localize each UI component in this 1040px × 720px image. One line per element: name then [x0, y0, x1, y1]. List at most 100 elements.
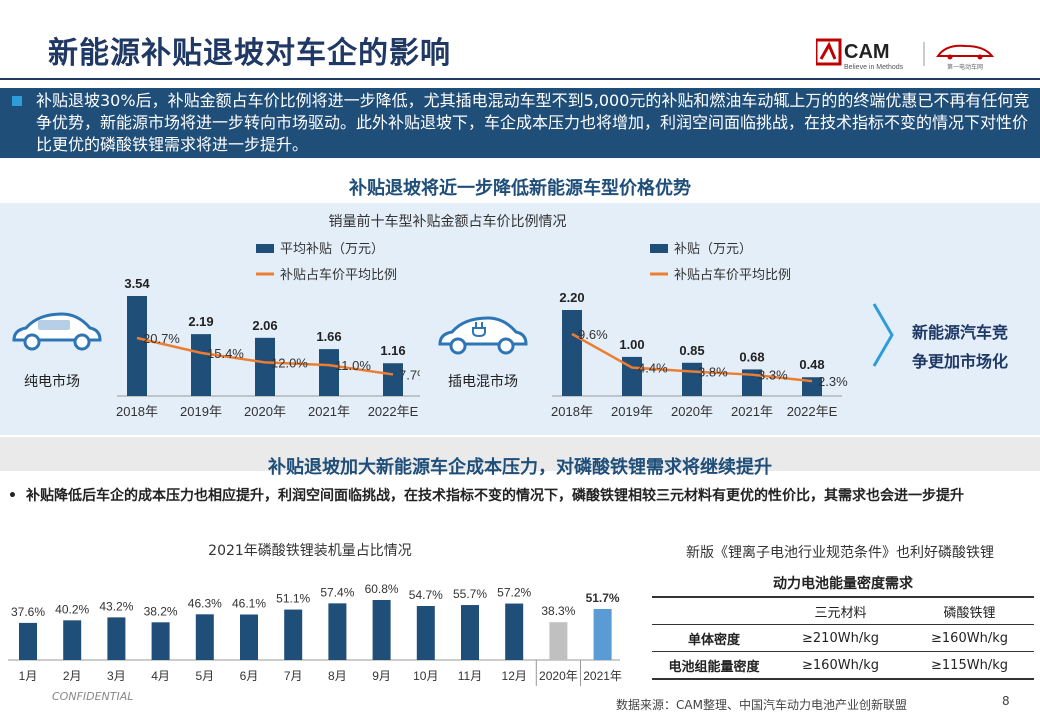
page-title: 新能源补贴退坡对车企的影响 [48, 36, 451, 71]
line-value-label: 15.4% [207, 346, 244, 361]
bar [383, 363, 403, 396]
logo-brand: 第一电动车网 [947, 63, 983, 71]
bar-value-label: 0.48 [799, 357, 824, 372]
title-divider [0, 78, 1040, 80]
bar-value-label: 2.06 [252, 318, 277, 333]
bar-value-label: 38.2% [144, 604, 178, 618]
page-number: 8 [1002, 694, 1010, 708]
bar [107, 617, 126, 660]
bev-market-label: 纯电市场 [24, 374, 80, 390]
spec-table: 动力电池能量密度需求 三元材料 磷酸铁锂 单体密度 ≥210Wh/kg ≥160… [652, 570, 1034, 680]
bar-value-label: 3.54 [124, 276, 150, 291]
bar-value-label: 46.3% [188, 596, 222, 610]
x-tick-label: 2022年E [787, 404, 838, 419]
bar-value-label: 43.2% [99, 599, 133, 613]
intro-text: 补贴退坡30%后，补贴金额占车价比例将进一步降低，尤其插电混动车型不到5,000… [36, 91, 1030, 154]
phev-subsidy-chart: 补贴（万元） 补贴占车价平均比例 2.20 2018年 1.00 2019年 0.85 202… [551, 241, 848, 419]
bar-value-label: 1.66 [316, 329, 341, 344]
market-note: 新能源汽车竞 争更加市场化 [912, 318, 1037, 376]
bar [240, 614, 258, 660]
bar [328, 603, 347, 660]
line-value-label: 11.0% [335, 358, 371, 373]
bar [255, 337, 275, 396]
legend-swatch-bar [256, 244, 274, 253]
bar-value-label: 51.7% [586, 591, 620, 605]
bar-value-label: 2.19 [188, 314, 213, 329]
x-tick-label: 5月 [195, 669, 214, 683]
spec-cell: ≥160Wh/kg [802, 657, 879, 673]
section1-title: 补贴退坡将近一步降低新能源车型价格优势 [349, 178, 691, 199]
phev-market-label: 插电混市场 [448, 374, 518, 390]
bar-value-label: 60.8% [365, 582, 399, 596]
bar [562, 310, 582, 396]
legend-label: 补贴占车价平均比例 [674, 267, 791, 282]
spec-col-header: 磷酸铁锂 [943, 605, 996, 621]
bar [416, 606, 435, 660]
bar-value-label: 2.20 [559, 290, 584, 305]
x-tick-label: 2018年 [551, 404, 593, 419]
x-tick-label: 2019年 [611, 404, 653, 419]
electric-car-icon [12, 312, 102, 351]
bar [505, 603, 524, 660]
x-tick-label: 3月 [107, 669, 126, 683]
table-row: 单体密度 ≥210Wh/kg ≥160Wh/kg [652, 625, 1034, 652]
section2-bullet-text: 补贴降低后车企的成本压力也相应提升，利润空间面临挑战，在技术指标不变的情况下，磷… [26, 488, 964, 504]
bar [191, 334, 211, 396]
x-tick-label: 2020年 [539, 669, 578, 683]
section2-title-band [0, 437, 1040, 471]
market-note-line1: 新能源汽车竞 [912, 323, 1009, 342]
x-tick-label: 7月 [284, 669, 303, 683]
x-tick-label: 2021年 [583, 669, 622, 683]
spec-cell: ≥210Wh/kg [802, 630, 879, 646]
bar [195, 614, 214, 660]
bar [151, 622, 170, 660]
cam-logo-mark [814, 38, 842, 66]
x-tick-label: 12月 [502, 669, 527, 683]
line-value-label: 7.7% [399, 367, 420, 382]
lfp-share-chart: 37.6% 1月 40.2% 2月 43.2% 3月 38.2% 4月 46.3% 5月 46.1%… [8, 582, 622, 686]
x-tick-label: 4月 [151, 669, 170, 683]
spec-col-header: 三元材料 [814, 605, 867, 621]
bar [372, 600, 391, 660]
x-tick-label: 2020年 [244, 404, 286, 419]
legend-label: 补贴（万元） [674, 241, 752, 256]
bar-value-label: 54.7% [409, 588, 443, 602]
bev-subsidy-chart: 平均补贴（万元） 补贴占车价平均比例 3.54 2018年 2.19 2019年 2.06 2… [116, 241, 420, 419]
bar-value-label: 40.2% [55, 602, 89, 616]
spec-row-label: 电池组能量密度 [668, 659, 760, 675]
x-tick-label: 2019年 [180, 404, 222, 419]
line-value-label: 4.4% [638, 361, 668, 376]
spec-corner-cell [652, 597, 776, 625]
x-tick-label: 11月 [458, 669, 482, 683]
bar [63, 620, 82, 660]
bar-value-label: 57.4% [320, 585, 354, 599]
x-tick-label: 2021年 [308, 404, 350, 419]
bar [19, 622, 37, 660]
x-tick-label: 8月 [328, 669, 347, 683]
logo-name: CAM [844, 41, 890, 63]
line-value-label: 2.3% [818, 374, 848, 389]
x-tick-label: 10月 [413, 669, 438, 683]
line-value-label: 9.6% [578, 327, 608, 342]
legend-swatch-bar [650, 244, 668, 253]
bar-value-label: 1.00 [619, 337, 644, 352]
x-tick-label: 9月 [372, 669, 391, 683]
intro-box: 补贴退坡30%后，补贴金额占车价比例将进一步降低，尤其插电混动车型不到5,000… [0, 88, 1040, 158]
bar-value-label: 46.1% [232, 597, 266, 611]
plug-in-car-icon [438, 316, 528, 355]
line-value-label: 12.0% [271, 355, 308, 370]
legend-label: 补贴占车价平均比例 [280, 267, 397, 282]
lfp-chart-title: 2021年磷酸铁锂装机量占比情况 [208, 543, 412, 559]
bar-value-label: 0.68 [739, 349, 764, 364]
bar-value-label: 0.85 [679, 343, 704, 358]
line-value-label: 20.7% [143, 331, 180, 346]
bar-value-label: 37.6% [11, 605, 45, 619]
x-tick-label: 2020年 [671, 404, 713, 419]
bar [549, 622, 568, 660]
bar-value-label: 38.3% [541, 604, 575, 618]
spec-cell: ≥115Wh/kg [931, 657, 1008, 673]
bar-value-label: 57.2% [497, 586, 531, 600]
confidential-label: CONFIDENTIAL [52, 690, 134, 703]
bar-value-label: 1.16 [380, 343, 405, 358]
car-logo-icon [936, 44, 995, 60]
